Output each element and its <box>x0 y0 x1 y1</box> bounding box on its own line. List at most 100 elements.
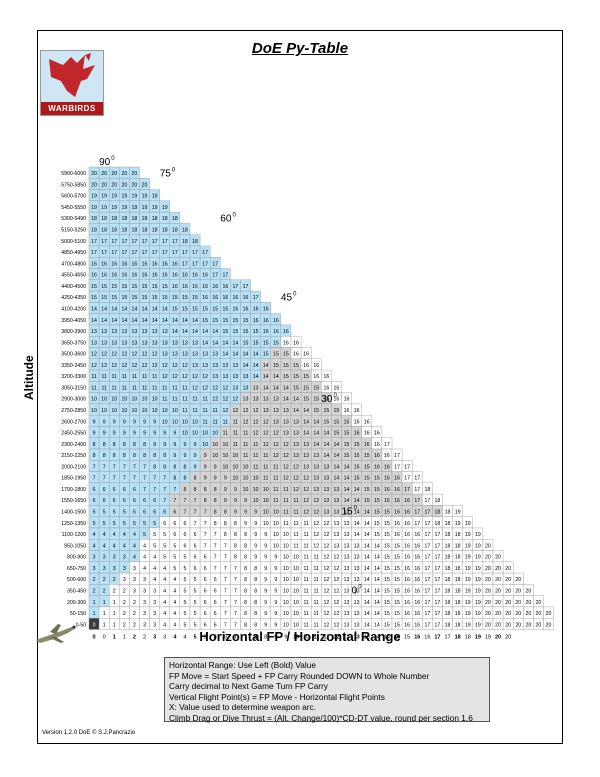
cell-value: 8 <box>93 453 96 459</box>
cell-value: 10 <box>212 442 218 448</box>
cell-value: 15 <box>313 408 319 414</box>
cell-value: 7 <box>163 476 166 482</box>
cell-value: 10 <box>142 397 148 403</box>
cell-value: 12 <box>283 476 289 482</box>
cell-value: 18 <box>111 216 117 222</box>
cell-value: 20 <box>91 171 97 177</box>
cell-value: 13 <box>212 352 218 358</box>
cell-value: 15 <box>121 295 127 301</box>
cell-value: 15 <box>273 340 279 346</box>
cell-value: 10 <box>293 566 299 572</box>
cell-value: 14 <box>273 385 279 391</box>
cell-value: 14 <box>273 374 279 380</box>
cell-value: 13 <box>303 442 309 448</box>
cell-value: 15 <box>384 588 390 594</box>
cell-value: 17 <box>435 622 441 628</box>
cell-value: 17 <box>424 566 430 572</box>
cell-value: 5 <box>184 588 187 594</box>
cell-value: 17 <box>414 476 420 482</box>
cell-value: 19 <box>101 194 107 200</box>
cell-value: 20 <box>495 611 501 617</box>
cell-value: 14 <box>111 318 117 324</box>
cell-value: 12 <box>233 408 239 414</box>
cell-value: 15 <box>364 464 370 470</box>
cell-value: 17 <box>152 239 158 245</box>
cell-value: 13 <box>142 329 148 335</box>
cell-value: 7 <box>184 498 187 504</box>
cell-value: 20 <box>536 600 542 606</box>
cell-value: 14 <box>192 329 198 335</box>
cell-value: 16 <box>132 273 138 279</box>
cell-value: 16 <box>384 453 390 459</box>
cell-value: 17 <box>435 566 441 572</box>
cell-value: 15 <box>384 622 390 628</box>
cell-value: 10 <box>182 419 188 425</box>
cell-value: 9 <box>264 555 267 561</box>
cell-value: 4 <box>133 532 136 538</box>
cell-value: 15 <box>91 295 97 301</box>
cell-value: 15 <box>162 284 168 290</box>
altitude-label: 2000-2100 <box>61 464 86 470</box>
cell-value: 11 <box>263 476 268 482</box>
note-line: Carry decimal to Next Game Turn FP Carry <box>169 681 328 691</box>
cell-value: 12 <box>233 397 239 403</box>
cell-value: 3 <box>143 622 146 628</box>
cell-value: 13 <box>162 329 168 335</box>
cell-value: 14 <box>354 498 360 504</box>
cell-value: 5 <box>194 600 197 606</box>
cell-value: 12 <box>303 498 309 504</box>
cell-value: 14 <box>233 352 239 358</box>
cell-value: 20 <box>546 611 552 617</box>
cell-value: 10 <box>293 611 299 617</box>
cell-value: 14 <box>364 588 370 594</box>
cell-value: 8 <box>244 622 247 628</box>
cell-value: 13 <box>111 329 117 335</box>
cell-value: 4 <box>173 577 176 583</box>
cell-value: 4 <box>143 566 146 572</box>
cell-value: 16 <box>414 611 420 617</box>
cell-value: 9 <box>244 521 247 527</box>
cell-value: 7 <box>234 566 237 572</box>
cell-value: 13 <box>303 453 309 459</box>
cell-value: 15 <box>111 284 117 290</box>
x-tick-label: 2 <box>143 634 146 640</box>
cell-value: 14 <box>132 318 138 324</box>
cell-value: 15 <box>132 284 138 290</box>
cell-value: 10 <box>111 397 117 403</box>
cell-value: 17 <box>435 532 441 538</box>
cell-value: 16 <box>202 273 208 279</box>
cell-value: 18 <box>435 498 441 504</box>
cell-value: 8 <box>254 577 257 583</box>
cell-value: 18 <box>455 532 461 538</box>
cell-value: 16 <box>192 273 198 279</box>
cell-value: 14 <box>323 431 329 437</box>
cell-value: 17 <box>424 532 430 538</box>
cell-value: 0 <box>93 622 96 628</box>
cell-value: 17 <box>424 521 430 527</box>
cell-value: 17 <box>253 295 259 301</box>
cell-value: 17 <box>404 476 410 482</box>
cell-value: 4 <box>103 543 106 549</box>
cell-value: 15 <box>283 352 289 358</box>
cell-value: 13 <box>344 532 350 538</box>
cell-value: 6 <box>163 510 166 516</box>
cell-value: 13 <box>323 498 329 504</box>
cell-value: 17 <box>404 464 410 470</box>
cell-value: 8 <box>204 498 207 504</box>
cell-value: 7 <box>214 566 217 572</box>
cell-value: 3 <box>143 611 146 617</box>
cell-value: 3 <box>93 555 96 561</box>
cell-value: 19 <box>91 194 97 200</box>
cell-value: 14 <box>364 521 370 527</box>
cell-value: 11 <box>243 453 248 459</box>
cell-value: 6 <box>103 487 106 493</box>
cell-value: 19 <box>465 622 471 628</box>
cell-value: 10 <box>132 408 138 414</box>
x-tick-label: 16 <box>424 634 430 640</box>
x-tick-label: 12 <box>343 634 349 640</box>
angle-label: 0 <box>352 586 358 597</box>
cell-value: 19 <box>121 205 127 211</box>
cell-value: 20 <box>111 182 117 188</box>
note-line: Vertical Flight Point(s) = FP Move - Hor… <box>169 691 385 702</box>
cell-value: 10 <box>263 487 269 493</box>
